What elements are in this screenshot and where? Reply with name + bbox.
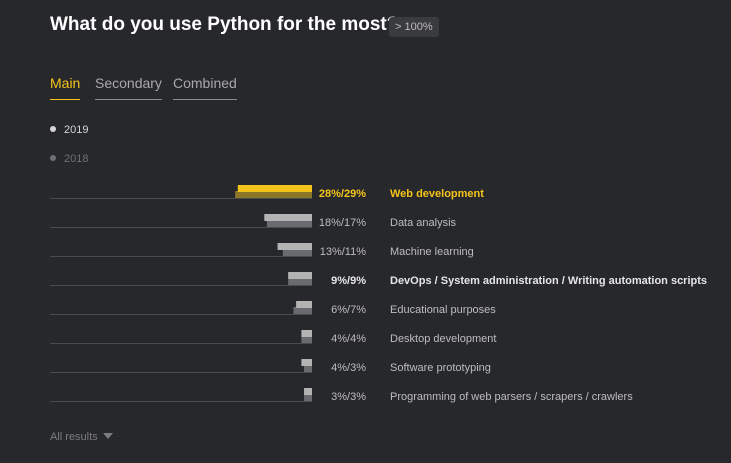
page-title: What do you use Python for the most?	[50, 14, 399, 35]
legend-dot-icon	[50, 155, 56, 162]
bar-2019	[288, 272, 312, 279]
value-label: 4%/4%	[331, 333, 366, 345]
legend-2019[interactable]: 2019	[50, 124, 88, 136]
percent-badge: > 100%	[389, 17, 439, 37]
value-label: 18%/17%	[319, 217, 366, 229]
legend-dot-icon	[50, 126, 56, 133]
all-results-button[interactable]: All results	[50, 431, 113, 443]
value-label: 4%/3%	[331, 362, 366, 374]
bar-2018	[301, 336, 312, 343]
bar-2018	[288, 278, 312, 285]
value-label: 3%/3%	[331, 391, 366, 403]
tab-secondary[interactable]: Secondary	[95, 75, 162, 100]
bar-2018	[304, 365, 312, 372]
bar-2019	[296, 301, 312, 308]
value-label: 6%/7%	[331, 304, 366, 316]
bar-2019	[301, 359, 312, 366]
category-label: Software prototyping	[390, 362, 491, 374]
category-label: Machine learning	[390, 246, 474, 258]
bar-2019	[264, 214, 312, 221]
legend-label-2018: 2018	[64, 153, 89, 165]
value-label: 13%/11%	[320, 246, 366, 258]
bar-2019	[237, 185, 312, 192]
category-label: Desktop development	[390, 333, 496, 345]
bar-2019	[277, 243, 312, 250]
chevron-down-icon	[102, 433, 113, 440]
bar-2018	[304, 394, 312, 401]
value-label: 28%/29%	[319, 188, 366, 200]
bar-2018	[235, 191, 312, 198]
value-label: 9%/9%	[331, 275, 366, 287]
category-label: Programming of web parsers / scrapers / …	[390, 391, 633, 403]
legend-2018[interactable]: 2018	[50, 153, 88, 165]
all-results-label: All results	[50, 431, 98, 443]
category-label: Data analysis	[390, 217, 457, 229]
category-label: DevOps / System administration / Writing…	[390, 275, 707, 287]
category-label: Web development	[390, 188, 484, 200]
tab-combined[interactable]: Combined	[173, 75, 237, 100]
bar-2018	[282, 249, 312, 256]
bar-2019	[301, 330, 312, 337]
bar-2018	[266, 220, 312, 227]
bar-2018	[293, 307, 312, 314]
category-label: Educational purposes	[390, 304, 496, 316]
tab-main[interactable]: Main	[50, 75, 81, 100]
bar-2019	[304, 388, 312, 395]
legend-label-2019: 2019	[64, 124, 89, 136]
